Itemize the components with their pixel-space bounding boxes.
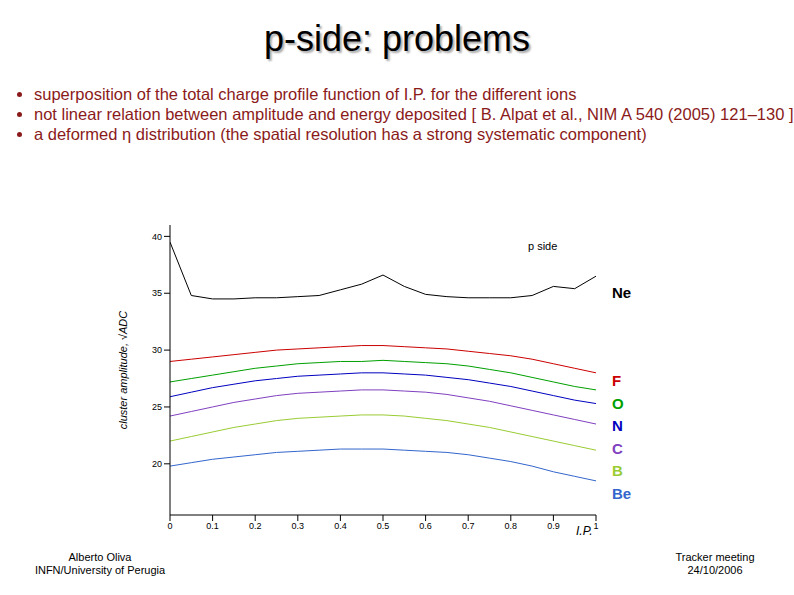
svg-text:0: 0: [167, 521, 172, 531]
svg-text:0.8: 0.8: [505, 521, 518, 531]
svg-text:20: 20: [152, 459, 162, 469]
svg-text:0.2: 0.2: [249, 521, 262, 531]
svg-text:0.3: 0.3: [292, 521, 305, 531]
svg-text:0.4: 0.4: [334, 521, 347, 531]
svg-text:0.5: 0.5: [377, 521, 390, 531]
html-text:Alberto Oliva: Alberto Oliva: [68, 551, 132, 563]
svg-text:cluster amplitude, √ADC: cluster amplitude, √ADC: [117, 311, 129, 430]
svg-text:0.9: 0.9: [547, 521, 560, 531]
html-text:p side: p side: [528, 240, 558, 252]
svg-text:0.7: 0.7: [462, 521, 475, 531]
html-text:F: F: [612, 372, 622, 389]
html-text:O: O: [612, 394, 624, 412]
html-text:p-side: problems: p-side: problems: [263, 18, 531, 59]
html-text:Tracker meeting: Tracker meeting: [675, 551, 755, 563]
html-text:not linear relation between am: not linear relation between amplitude an…: [34, 105, 794, 123]
html-text:a deformed η distribution (the: a deformed η distribution (the spatial r…: [34, 125, 647, 143]
html-text:Be: Be: [612, 484, 632, 502]
html-text:I.P.: I.P.: [576, 524, 593, 538]
svg-text:1: 1: [593, 521, 598, 531]
svg-text:30: 30: [152, 345, 162, 355]
html-text:INFN/University of Perugia: INFN/University of Perugia: [34, 564, 166, 576]
svg-text:40: 40: [152, 232, 162, 242]
svg-text:0.6: 0.6: [419, 521, 432, 531]
html-text:24/10/2006: 24/10/2006: [687, 564, 743, 576]
html-text:superposition of the total cha: superposition of the total charge profil…: [34, 85, 577, 103]
html-text:C: C: [612, 439, 623, 457]
svg-text:35: 35: [152, 288, 162, 298]
html-text:B: B: [612, 462, 623, 479]
svg-text:25: 25: [152, 402, 162, 412]
html-text:Ne: Ne: [612, 284, 632, 301]
html-text:N: N: [612, 417, 623, 434]
svg-text:0.1: 0.1: [206, 521, 219, 531]
